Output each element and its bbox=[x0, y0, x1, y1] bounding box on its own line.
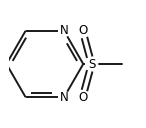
Text: O: O bbox=[78, 24, 87, 37]
Text: S: S bbox=[88, 57, 95, 71]
Text: O: O bbox=[78, 91, 87, 104]
Text: N: N bbox=[60, 91, 68, 104]
Text: N: N bbox=[60, 24, 68, 37]
